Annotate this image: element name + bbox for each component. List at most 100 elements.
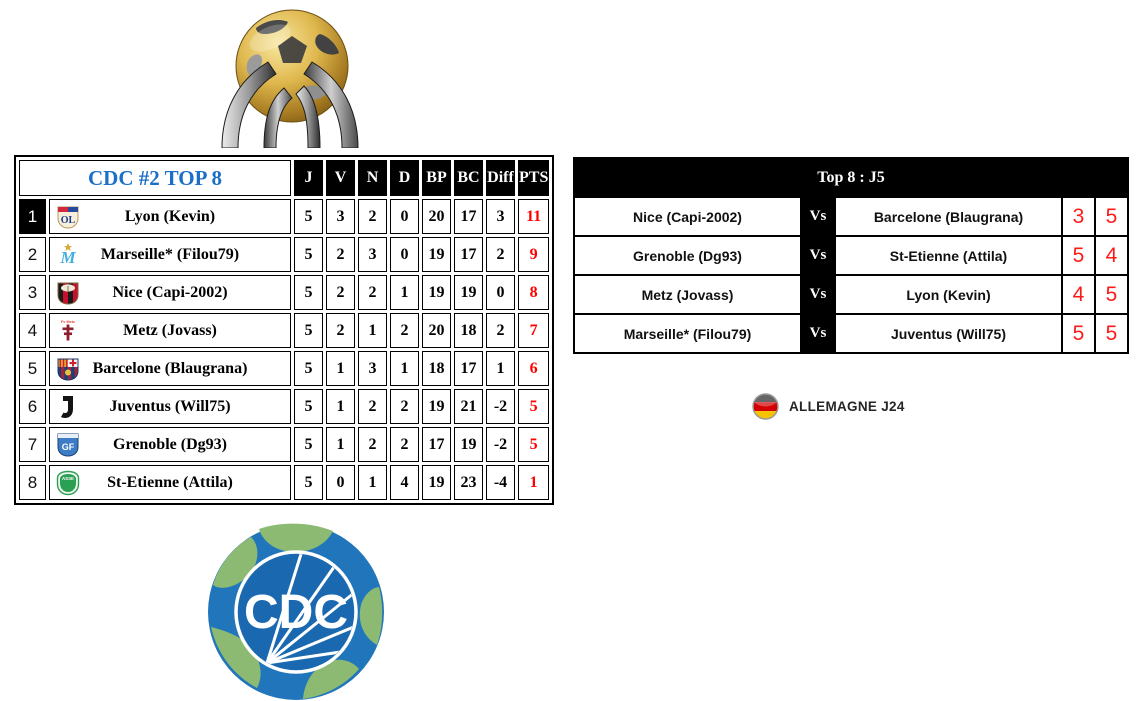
away-team-cell: Barcelone (Blaugrana) (834, 196, 1063, 237)
points-cell: 1 (518, 465, 550, 500)
rank-cell: 5 (19, 351, 46, 386)
away-score-cell: 4 (1094, 235, 1129, 276)
points-cell: 6 (518, 351, 550, 386)
home-team-cell: Grenoble (Dg93) (573, 235, 802, 276)
points-cell: 5 (518, 427, 550, 462)
svg-text:ASSE: ASSE (62, 475, 74, 480)
stat-cell: 5 (294, 465, 323, 500)
points-cell: 8 (518, 275, 550, 310)
stat-cell: -2 (486, 389, 515, 424)
fixtures-title: Top 8 : J5 (573, 157, 1129, 198)
stat-cell: 0 (326, 465, 355, 500)
home-score-cell: 3 (1061, 196, 1096, 237)
stat-cell: 20 (422, 313, 451, 348)
lyon-crest-icon: OL (55, 204, 81, 230)
stat-cell: 20 (422, 199, 451, 234)
home-score-cell: 5 (1061, 313, 1096, 354)
column-header: V (326, 160, 355, 196)
marseille-crest-icon: M (55, 242, 81, 268)
team-name: Marseille* (Filou79) (100, 245, 240, 263)
team-name: Nice (Capi-2002) (112, 283, 228, 301)
grenoble-crest-icon: GF (55, 432, 81, 458)
away-score-cell: 5 (1094, 196, 1129, 237)
stat-cell: 5 (294, 389, 323, 424)
league-badge-label: ALLEMAGNE J24 (789, 399, 905, 414)
standings-row: 8 ASSE St-Etienne (Attila) 5 0 1 4 19 23 -4 1 (19, 465, 550, 500)
team-name: St-Etienne (Attila) (107, 473, 233, 491)
home-score-cell: 5 (1061, 235, 1096, 276)
column-header: BP (422, 160, 451, 196)
stat-cell: 3 (358, 351, 387, 386)
team-cell: M Marseille* (Filou79) (49, 237, 291, 272)
vs-cell: Vs (800, 235, 836, 276)
stat-cell: 1 (390, 275, 419, 310)
rank-cell: 1 (19, 199, 46, 234)
stat-cell: 2 (358, 275, 387, 310)
column-header: PTS (518, 160, 550, 196)
standings-row: 7 GF Grenoble (Dg93) 5 1 2 2 17 19 -2 5 (19, 427, 550, 462)
stat-cell: 2 (326, 313, 355, 348)
stat-cell: 2 (390, 313, 419, 348)
stat-cell: 19 (422, 389, 451, 424)
stat-cell: 5 (294, 427, 323, 462)
team-cell: OL Lyon (Kevin) (49, 199, 291, 234)
stat-cell: 1 (358, 313, 387, 348)
stat-cell: 18 (422, 351, 451, 386)
vs-cell: Vs (800, 274, 836, 315)
team-name: Juventus (Will75) (109, 397, 231, 415)
fixtures-table: Top 8 : J5 Nice (Capi-2002) Vs Barcelone (… (573, 157, 1129, 354)
stat-cell: 2 (358, 427, 387, 462)
rank-cell: 8 (19, 465, 46, 500)
team-cell: Nice (Capi-2002) (49, 275, 291, 310)
stat-cell: 2 (326, 237, 355, 272)
svg-text:GF: GF (62, 442, 75, 452)
stat-cell: 19 (422, 465, 451, 500)
team-cell: Barcelone (Blaugrana) (49, 351, 291, 386)
metz-crest-icon: Fc Metz (55, 318, 81, 344)
stat-cell: 19 (454, 427, 483, 462)
away-team-cell: Juventus (Will75) (834, 313, 1063, 354)
standings-header-row: CDC #2 TOP 8 J V N D BP BC Diff PTS (19, 160, 550, 196)
stat-cell: 17 (422, 427, 451, 462)
stat-cell: 19 (422, 275, 451, 310)
team-cell: GF Grenoble (Dg93) (49, 427, 291, 462)
cdc-logo: CDC (208, 523, 384, 700)
stat-cell: 1 (326, 389, 355, 424)
stat-cell: 4 (390, 465, 419, 500)
rank-cell: 6 (19, 389, 46, 424)
stat-cell: 5 (294, 199, 323, 234)
fixture-row: Metz (Jovass) Vs Lyon (Kevin) 4 5 (573, 274, 1129, 315)
rank-cell: 4 (19, 313, 46, 348)
stat-cell: 19 (422, 237, 451, 272)
column-header: D (390, 160, 419, 196)
standings-row: 4 Fc Metz Metz (Jovass) 5 2 1 2 20 18 2 7 (19, 313, 550, 348)
stat-cell: 18 (454, 313, 483, 348)
stat-cell: 5 (294, 313, 323, 348)
team-name: Metz (Jovass) (123, 321, 217, 339)
st-etienne-crest-icon: ASSE (55, 470, 81, 496)
standings-table: CDC #2 TOP 8 J V N D BP BC Diff PTS 1 OL Lyon (Ke… (14, 155, 555, 505)
fixture-row: Nice (Capi-2002) Vs Barcelone (Blaugrana) 3… (573, 196, 1129, 237)
standings-row: 2 M Marseille* (Filou79) 5 2 3 0 19 17 2 9 (19, 237, 550, 272)
germany-flag-icon (752, 393, 779, 420)
team-name: Grenoble (Dg93) (113, 435, 227, 453)
team-cell: Fc Metz Metz (Jovass) (49, 313, 291, 348)
stat-cell: 17 (454, 199, 483, 234)
stat-cell: 23 (454, 465, 483, 500)
stat-cell: 5 (294, 275, 323, 310)
stat-cell: 1 (326, 427, 355, 462)
team-cell: Juventus (Will75) (49, 389, 291, 424)
stat-cell: 3 (326, 199, 355, 234)
home-team-cell: Metz (Jovass) (573, 274, 802, 315)
points-cell: 9 (518, 237, 550, 272)
column-header: J (294, 160, 323, 196)
league-badge: ALLEMAGNE J24 (752, 393, 905, 420)
stat-cell: -2 (486, 427, 515, 462)
stat-cell: 3 (358, 237, 387, 272)
home-score-cell: 4 (1061, 274, 1096, 315)
standings-row: 6 Juventus (Will75) 5 1 2 2 19 21 -2 5 (19, 389, 550, 424)
rank-cell: 7 (19, 427, 46, 462)
away-team-cell: Lyon (Kevin) (834, 274, 1063, 315)
team-name: Barcelone (Blaugrana) (92, 359, 248, 377)
